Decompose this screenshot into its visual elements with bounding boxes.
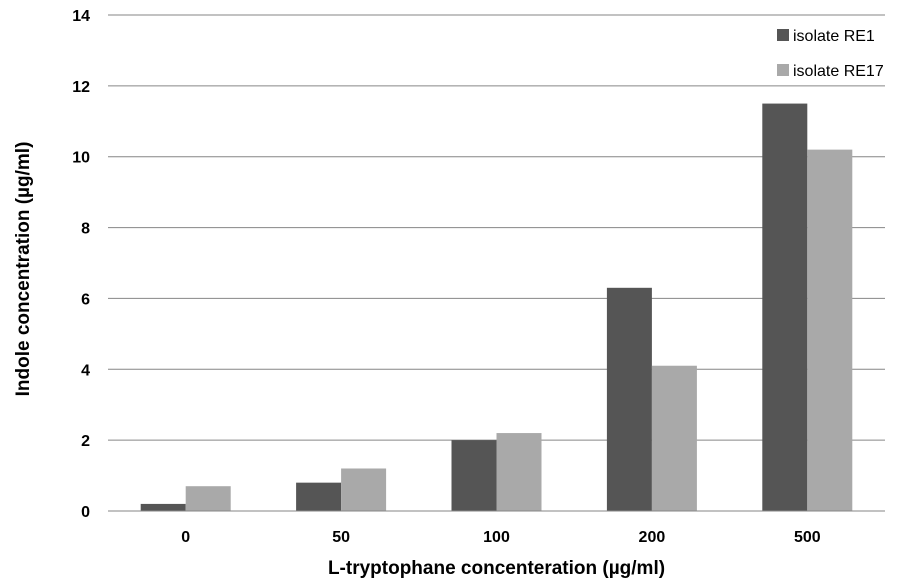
bar-isolate-re1-0: [140, 503, 186, 511]
y-tick-label: 0: [81, 504, 90, 521]
y-axis-title: Indole concentration (µg/ml): [13, 142, 34, 397]
x-axis-title: L-tryptophane concenteration (µg/ml): [328, 558, 665, 579]
legend-swatch-re17: [777, 64, 789, 76]
y-tick-labels: 0 2 4 6 8 10 12 14: [72, 8, 90, 521]
y-tick-label: 12: [72, 79, 90, 96]
legend: isolate RE1 isolate RE17: [777, 28, 884, 80]
bar-isolate-re17-500: [807, 149, 853, 511]
y-tick-label: 14: [72, 8, 90, 25]
bar-isolate-re17-200: [651, 365, 697, 511]
bar-isolate-re17-50: [341, 468, 387, 511]
x-tick-label: 100: [483, 529, 510, 546]
bar-isolate-re1-500: [762, 103, 808, 512]
x-tick-label: 50: [332, 529, 350, 546]
gridlines: [108, 14, 885, 441]
bar-isolate-re1-50: [296, 482, 342, 511]
y-tick-label: 2: [81, 433, 90, 450]
legend-swatch-re1: [777, 29, 789, 41]
bar-isolate-re17-0: [185, 486, 231, 511]
bar-isolate-re17-100: [496, 433, 542, 511]
x-tick-label: 0: [181, 529, 190, 546]
x-tick-label: 200: [639, 529, 666, 546]
legend-label-re1: isolate RE1: [793, 28, 875, 45]
x-tick-label: 500: [794, 529, 821, 546]
bar-isolate-re1-100: [451, 440, 497, 511]
bars: [140, 103, 853, 512]
y-tick-label: 6: [81, 291, 90, 308]
bar-isolate-re1-200: [606, 287, 652, 511]
legend-label-re17: isolate RE17: [793, 63, 884, 80]
y-tick-label: 10: [72, 150, 90, 167]
y-tick-label: 4: [81, 362, 90, 379]
x-tick-labels: 0 50 100 200 500: [181, 529, 820, 546]
y-tick-label: 8: [81, 221, 90, 238]
